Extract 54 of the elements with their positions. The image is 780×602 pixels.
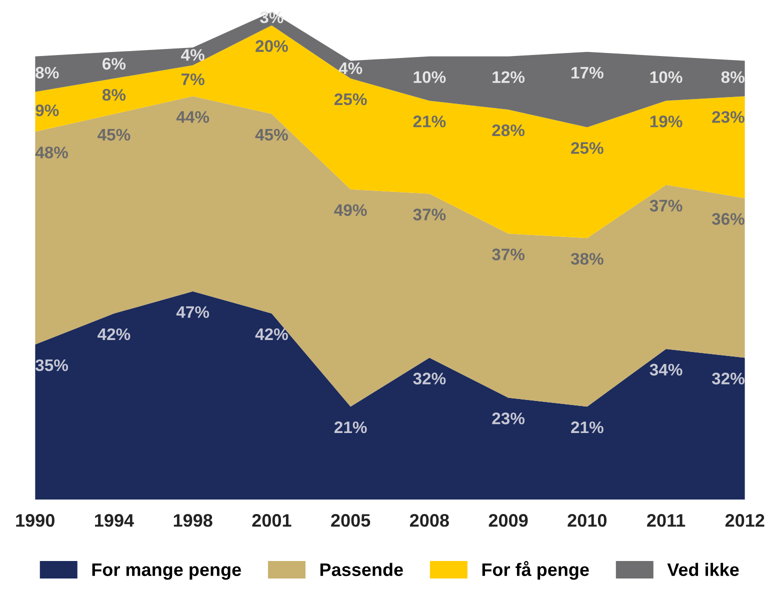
data-label: 19%: [650, 116, 682, 128]
data-label: 28%: [492, 124, 525, 136]
data-label: 32%: [413, 372, 446, 384]
x-tick-label: 2008: [410, 514, 449, 527]
data-label: 25%: [334, 93, 367, 106]
data-label: 10%: [650, 71, 682, 84]
data-label: 3%: [260, 11, 284, 24]
data-label: 37%: [492, 248, 525, 260]
x-tick-label: 1994: [95, 514, 134, 527]
x-tick-label: 2010: [568, 514, 607, 527]
data-label: 44%: [176, 111, 210, 123]
x-tick-label: 2005: [331, 514, 370, 527]
x-tick-label: 1990: [16, 514, 54, 527]
data-label: 48%: [35, 146, 68, 158]
data-label: 25%: [571, 142, 604, 154]
x-tick-label: 2009: [488, 514, 528, 527]
data-label: 23%: [492, 412, 525, 424]
data-label: 9%: [36, 104, 59, 116]
data-label: 35%: [35, 359, 68, 372]
data-label: 21%: [413, 116, 446, 128]
data-label: 8%: [36, 66, 59, 79]
data-label: 36%: [712, 213, 744, 225]
data-label: 32%: [712, 372, 744, 384]
data-label: 6%: [102, 58, 126, 70]
data-label: 42%: [98, 328, 130, 340]
data-label: 34%: [650, 364, 682, 376]
x-tick-label: 2001: [252, 514, 292, 527]
data-label: 37%: [650, 200, 682, 212]
data-label: 49%: [334, 204, 367, 216]
data-label: 4%: [338, 62, 362, 74]
data-label: 23%: [712, 111, 744, 123]
data-label: 47%: [176, 306, 210, 318]
data-label: 8%: [102, 88, 126, 101]
data-label: 21%: [334, 421, 367, 434]
data-label: 45%: [98, 128, 130, 141]
legend-label: Ved ikke: [667, 562, 739, 576]
data-label: 17%: [572, 66, 604, 79]
x-tick-label: 1998: [174, 514, 212, 527]
data-label: 37%: [413, 208, 446, 220]
legend-label: For mange penge: [92, 563, 241, 580]
data-label: 45%: [255, 128, 288, 141]
data-label: 21%: [571, 421, 604, 434]
x-tick-label: 2011: [647, 514, 686, 527]
data-label: 10%: [414, 71, 446, 84]
data-label: 20%: [256, 40, 288, 52]
x-tick-label: 2012: [725, 514, 764, 527]
data-label: 42%: [255, 328, 288, 340]
legend-label: Passende: [320, 562, 403, 576]
data-label: 8%: [721, 71, 744, 84]
data-label: 38%: [570, 252, 604, 265]
data-label: 12%: [492, 71, 525, 83]
data-label: 7%: [182, 73, 204, 86]
data-label: 4%: [181, 49, 204, 61]
legend-label: For få penge: [482, 561, 589, 580]
